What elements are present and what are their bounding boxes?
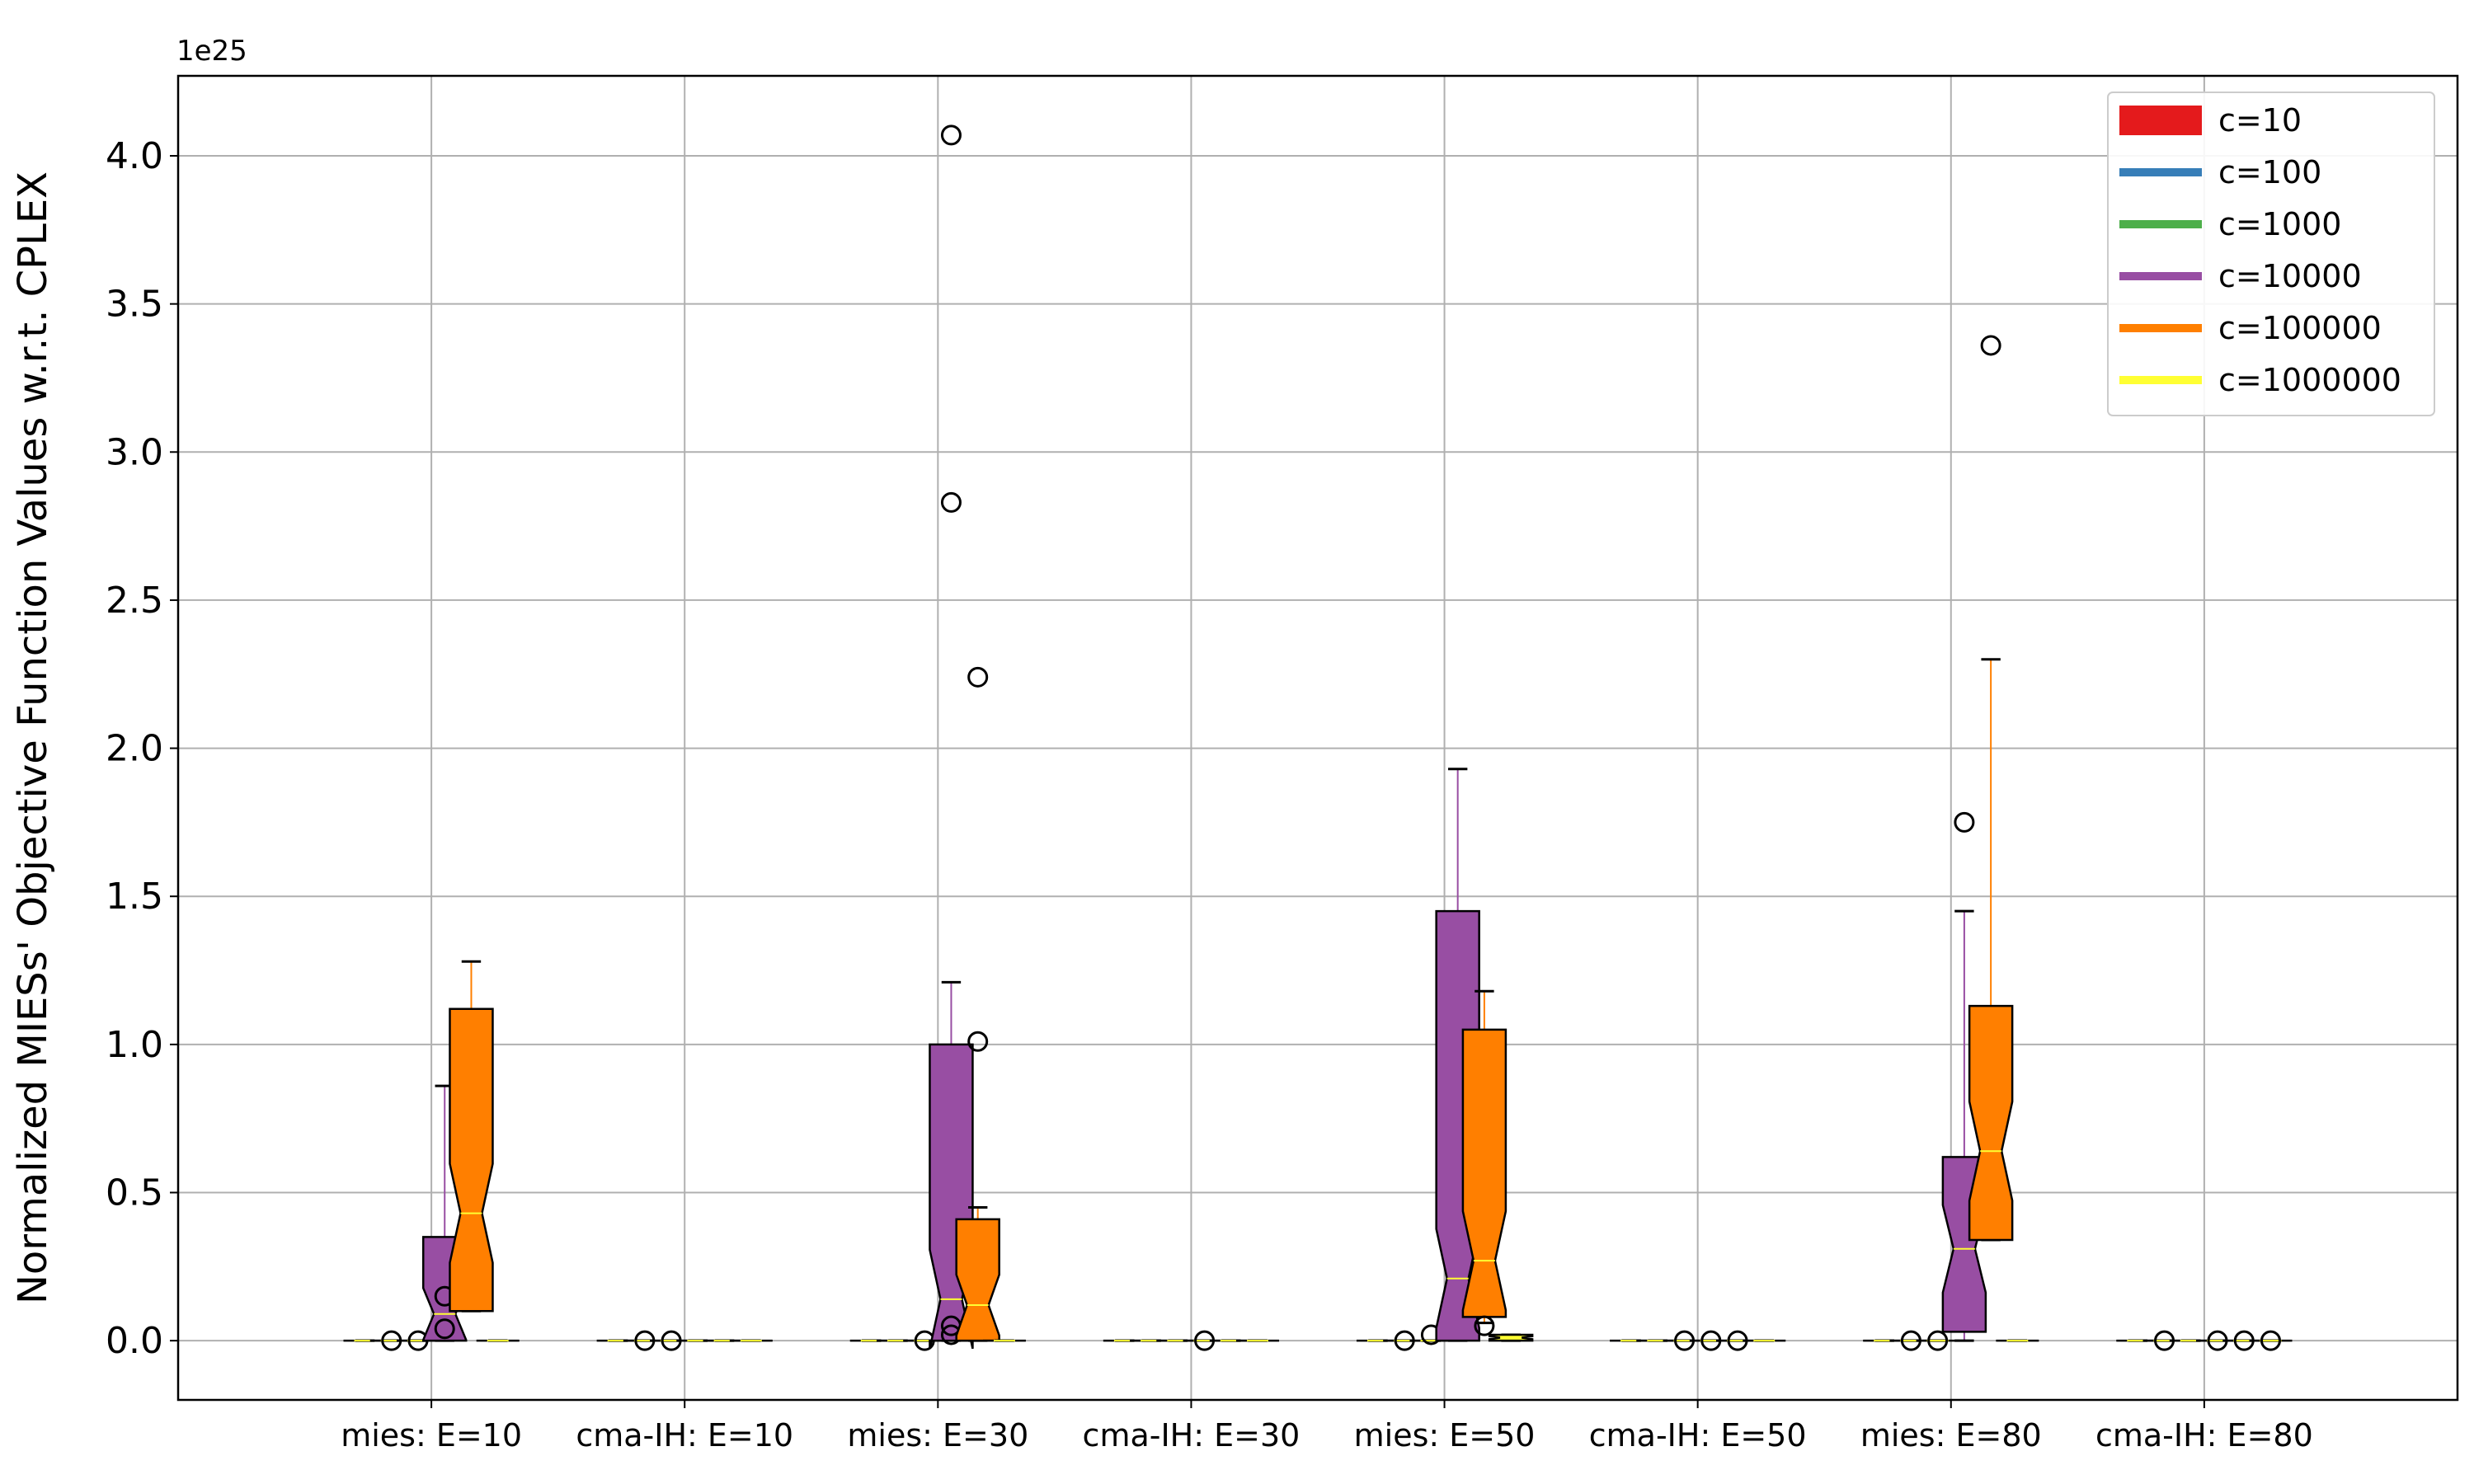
- x-tick-label: mies: E=10: [341, 1417, 522, 1453]
- x-tick-label: cma-IH: E=30: [1083, 1417, 1300, 1453]
- x-tick-label: mies: E=50: [1354, 1417, 1536, 1453]
- box: [955, 1218, 1000, 1342]
- legend-label: c=100: [2218, 154, 2321, 190]
- legend: c=10 c=100 c=1000 c=10000 c=100000 c=1000000: [2107, 92, 2435, 416]
- outlier-point: [940, 491, 962, 513]
- legend-label: c=10: [2218, 102, 2302, 139]
- outlier-point: [967, 1031, 989, 1052]
- plot-frame: [176, 74, 2459, 1402]
- y-tick-label: 1.0: [106, 1024, 163, 1066]
- outlier-point: [1954, 811, 1975, 833]
- y-tick-label: 2.5: [106, 580, 163, 622]
- x-tick-label: mies: E=80: [1860, 1417, 2042, 1453]
- legend-label: c=1000: [2218, 206, 2341, 242]
- y-axis: 0.0 0.5 1.0 1.5 2.0 2.5 3.0 3.5 4.0: [106, 135, 178, 1362]
- y-tick-label: 4.0: [106, 135, 163, 177]
- x-tick-label: cma-IH: E=50: [1589, 1417, 1807, 1453]
- y-tick-label: 3.0: [106, 431, 163, 473]
- outlier-point: [1927, 1330, 1949, 1351]
- y-tick-label: 3.5: [106, 284, 163, 326]
- legend-label: c=1000000: [2218, 362, 2401, 398]
- box: [1461, 1028, 1507, 1318]
- box: [1968, 1004, 2014, 1242]
- outlier-point: [940, 124, 962, 146]
- outlier-point: [1474, 1315, 1495, 1336]
- legend-swatch: [2119, 106, 2202, 135]
- x-tick-label: mies: E=30: [847, 1417, 1028, 1453]
- y-tick-label: 2.0: [106, 728, 163, 770]
- boxes: [343, 124, 2293, 1351]
- x-axis: mies: E=10 cma-IH: E=10 mies: E=30 cma-IH: …: [341, 1400, 2313, 1453]
- outlier-point: [967, 666, 989, 688]
- outlier-point: [2260, 1330, 2281, 1351]
- legend-label: c=100000: [2218, 310, 2382, 346]
- outlier-point: [1980, 335, 2001, 356]
- x-tick-label: cma-IH: E=80: [2095, 1417, 2313, 1453]
- legend-label: c=10000: [2218, 258, 2362, 294]
- outlier-point: [434, 1318, 455, 1340]
- y-multiplier-label: 1e25: [176, 35, 247, 68]
- y-tick-label: 1.5: [106, 876, 163, 918]
- x-tick-label: cma-IH: E=10: [576, 1417, 793, 1453]
- y-axis-label: Normalized MIESs' Objective Function Val…: [10, 171, 56, 1304]
- y-tick-label: 0.5: [106, 1172, 163, 1214]
- y-tick-label: 0.0: [106, 1320, 163, 1362]
- box: [449, 1007, 494, 1313]
